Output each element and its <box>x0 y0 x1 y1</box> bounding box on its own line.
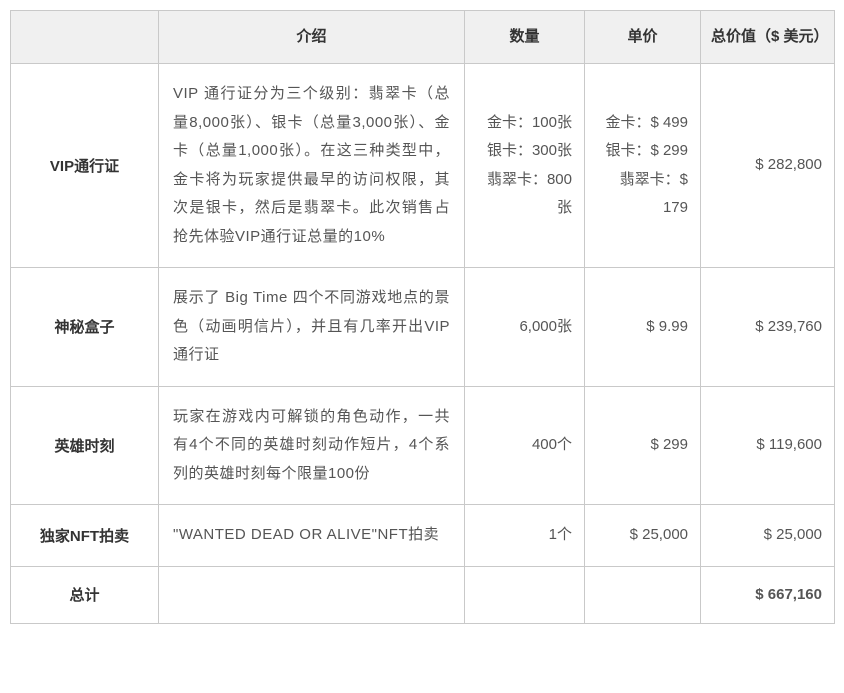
table-row: 独家NFT拍卖 "WANTED DEAD OR ALIVE"NFT拍卖 1个 $… <box>11 505 835 567</box>
header-blank <box>11 11 159 64</box>
pricing-table: 介绍 数量 单价 总价值（$ 美元） VIP通行证 VIP 通行证分为三个级别：… <box>10 10 835 624</box>
row-unit: 金卡：$ 499银卡：$ 299翡翠卡：$ 179 <box>585 64 701 268</box>
row-total: $ 119,600 <box>701 386 835 505</box>
total-value: $ 667,160 <box>701 566 835 624</box>
table-row: VIP通行证 VIP 通行证分为三个级别：翡翠卡（总量8,000张）、银卡（总量… <box>11 64 835 268</box>
total-desc <box>159 566 465 624</box>
row-qty: 金卡：100张银卡：300张翡翠卡：800张 <box>465 64 585 268</box>
row-label: VIP通行证 <box>11 64 159 268</box>
total-qty <box>465 566 585 624</box>
row-total: $ 239,760 <box>701 268 835 387</box>
table-header: 介绍 数量 单价 总价值（$ 美元） <box>11 11 835 64</box>
header-total: 总价值（$ 美元） <box>701 11 835 64</box>
table-row: 神秘盒子 展示了 Big Time 四个不同游戏地点的景色（动画明信片），并且有… <box>11 268 835 387</box>
row-desc: VIP 通行证分为三个级别：翡翠卡（总量8,000张）、银卡（总量3,000张）… <box>159 64 465 268</box>
table-row: 英雄时刻 玩家在游戏内可解锁的角色动作，一共有4个不同的英雄时刻动作短片，4个系… <box>11 386 835 505</box>
total-unit <box>585 566 701 624</box>
table-body: VIP通行证 VIP 通行证分为三个级别：翡翠卡（总量8,000张）、银卡（总量… <box>11 64 835 624</box>
row-label: 独家NFT拍卖 <box>11 505 159 567</box>
row-unit: $ 9.99 <box>585 268 701 387</box>
header-unit: 单价 <box>585 11 701 64</box>
row-label: 英雄时刻 <box>11 386 159 505</box>
row-total: $ 25,000 <box>701 505 835 567</box>
table-total-row: 总计 $ 667,160 <box>11 566 835 624</box>
row-unit: $ 25,000 <box>585 505 701 567</box>
row-qty: 400个 <box>465 386 585 505</box>
total-label: 总计 <box>11 566 159 624</box>
row-unit: $ 299 <box>585 386 701 505</box>
row-total: $ 282,800 <box>701 64 835 268</box>
header-intro: 介绍 <box>159 11 465 64</box>
row-qty: 1个 <box>465 505 585 567</box>
row-desc: "WANTED DEAD OR ALIVE"NFT拍卖 <box>159 505 465 567</box>
header-qty: 数量 <box>465 11 585 64</box>
row-desc: 展示了 Big Time 四个不同游戏地点的景色（动画明信片），并且有几率开出V… <box>159 268 465 387</box>
row-qty: 6,000张 <box>465 268 585 387</box>
row-desc: 玩家在游戏内可解锁的角色动作，一共有4个不同的英雄时刻动作短片，4个系列的英雄时… <box>159 386 465 505</box>
row-label: 神秘盒子 <box>11 268 159 387</box>
